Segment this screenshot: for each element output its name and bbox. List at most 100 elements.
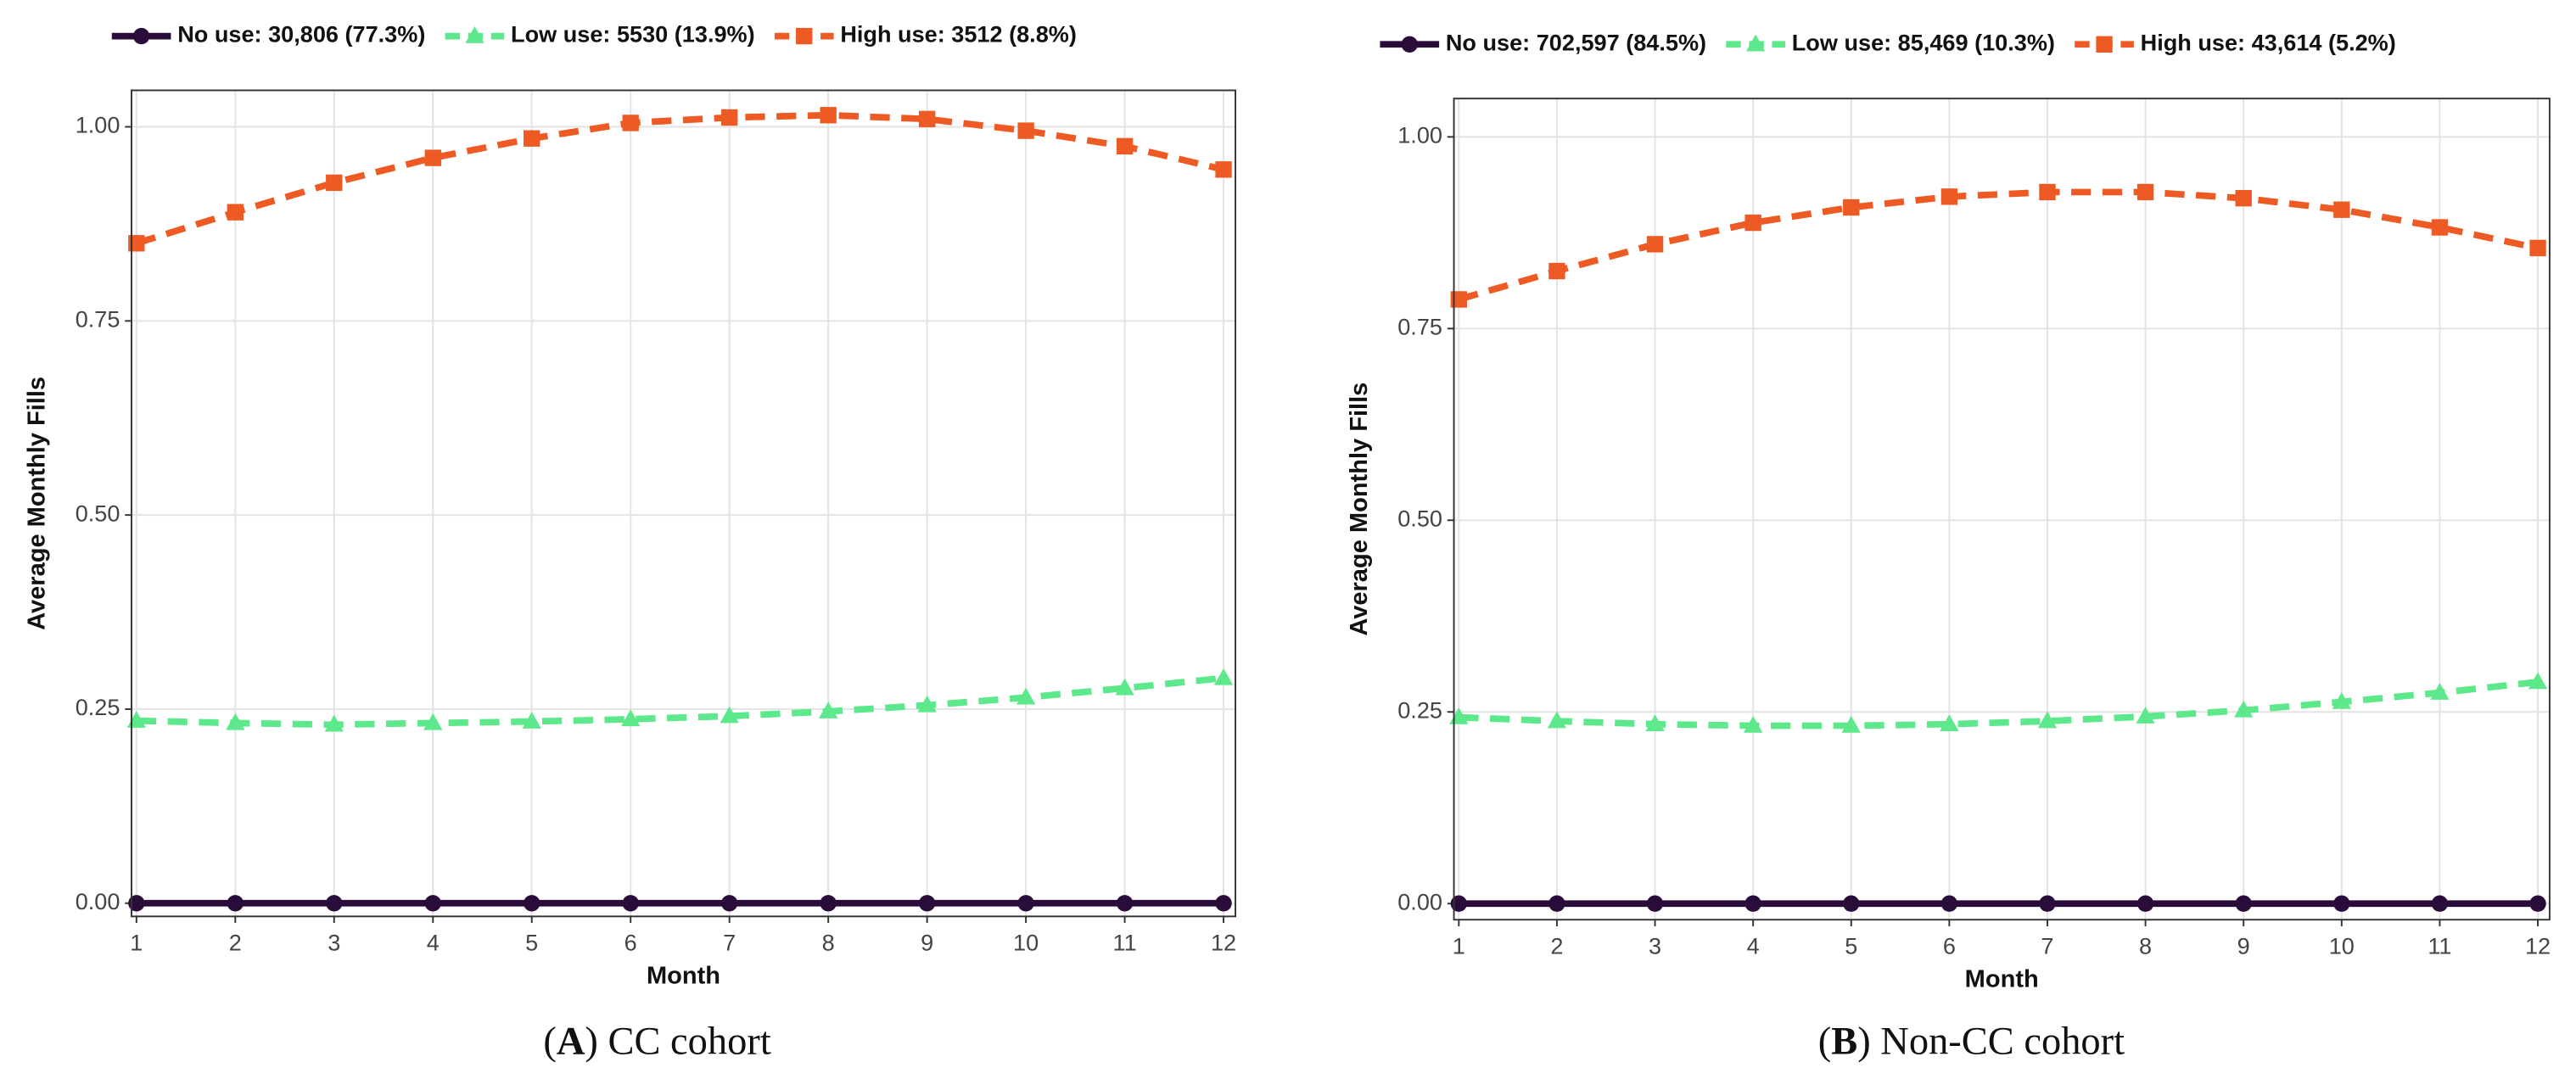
y-axis-title: Average Monthly Fills bbox=[23, 377, 50, 630]
marker bbox=[1213, 668, 1234, 685]
marker bbox=[2136, 707, 2155, 724]
x-tick-label: 9 bbox=[2237, 932, 2250, 959]
plot-border bbox=[1453, 98, 2551, 921]
marker bbox=[1841, 715, 1861, 733]
series-line bbox=[1458, 188, 2539, 303]
x-tick-label: 12 bbox=[1211, 929, 1236, 955]
marker bbox=[1744, 895, 1761, 912]
marker bbox=[128, 235, 145, 252]
marker bbox=[1116, 137, 1134, 155]
marker bbox=[2431, 219, 2449, 236]
marker bbox=[2037, 711, 2058, 729]
marker bbox=[1016, 687, 1036, 705]
x-tick-label: 7 bbox=[723, 929, 736, 955]
x-axis-title: Month bbox=[1965, 966, 2039, 993]
marker bbox=[2039, 895, 2056, 912]
x-tick-label: 6 bbox=[1943, 932, 1956, 959]
plot-background bbox=[1453, 98, 2550, 920]
marker bbox=[1017, 895, 1034, 912]
y-tick-label: 0.25 bbox=[1397, 696, 1442, 723]
marker bbox=[1744, 715, 1763, 733]
marker bbox=[2529, 895, 2546, 912]
legend-label: Low use: 85,469 (10.3%) bbox=[1792, 29, 2055, 55]
y-tick-label: 0.50 bbox=[76, 500, 120, 526]
marker bbox=[819, 702, 838, 718]
marker bbox=[524, 895, 540, 912]
marker bbox=[2333, 895, 2350, 912]
marker bbox=[2333, 201, 2350, 218]
marker bbox=[820, 107, 837, 124]
marker bbox=[1940, 188, 1958, 205]
marker bbox=[324, 714, 344, 732]
marker bbox=[1215, 161, 1232, 178]
x-tick-label: 2 bbox=[1550, 932, 1563, 959]
marker bbox=[132, 27, 150, 45]
caption: (B) Non-CC cohort bbox=[1818, 1020, 2125, 1063]
marker bbox=[1116, 895, 1134, 912]
x-tick-label: 9 bbox=[921, 929, 933, 955]
x-tick-label: 8 bbox=[822, 929, 835, 955]
x-tick-label: 11 bbox=[2428, 932, 2451, 959]
caption-part: B bbox=[1831, 1020, 1857, 1063]
y-tick-label: 0.75 bbox=[76, 305, 120, 332]
legend-label: Low use: 5530 (13.9%) bbox=[511, 21, 755, 48]
marker bbox=[424, 895, 441, 912]
legend-label: No use: 702,597 (84.5%) bbox=[1446, 29, 1706, 55]
marker bbox=[1215, 895, 1232, 912]
marker bbox=[2235, 189, 2252, 207]
y-tick-label: 1.00 bbox=[76, 112, 120, 138]
marker bbox=[1843, 895, 1860, 912]
y-tick-label: 0.00 bbox=[1397, 888, 1442, 914]
marker bbox=[2430, 683, 2450, 700]
marker bbox=[917, 695, 937, 713]
marker bbox=[1401, 36, 1418, 53]
marker bbox=[226, 713, 245, 730]
legend-item: No use: 30,806 (77.3%) bbox=[111, 21, 425, 48]
x-tick-label: 10 bbox=[2329, 932, 2355, 959]
legend-item: Low use: 5530 (13.9%) bbox=[445, 21, 755, 48]
marker bbox=[227, 204, 244, 221]
y-tick-label: 0.50 bbox=[1397, 505, 1442, 531]
x-axis-title: Month bbox=[647, 963, 720, 990]
x-tick-label: 4 bbox=[427, 929, 440, 955]
chart-panel: 0.000.250.500.751.001 2 3 4 5 6 7 8 9 10 11 12Month… bbox=[23, 21, 1236, 1063]
series-line bbox=[1459, 679, 2539, 730]
caption-part: ) CC cohort bbox=[585, 1020, 770, 1063]
marker bbox=[622, 895, 639, 912]
x-tick-label: 2 bbox=[229, 929, 242, 955]
marker bbox=[522, 711, 541, 729]
legend-label: High use: 43,614 (5.2%) bbox=[2141, 29, 2396, 55]
marker bbox=[1547, 711, 1567, 729]
marker bbox=[2039, 183, 2056, 201]
marker bbox=[2431, 895, 2449, 912]
legend-item: No use: 702,597 (84.5%) bbox=[1380, 29, 1706, 55]
x-tick-label: 1 bbox=[130, 929, 143, 955]
x-tick-label: 7 bbox=[2041, 932, 2053, 959]
caption-part: A bbox=[557, 1020, 585, 1063]
marker bbox=[2235, 895, 2252, 912]
marker bbox=[1940, 714, 1959, 731]
marker bbox=[2136, 183, 2154, 201]
series-line bbox=[135, 111, 1224, 247]
x-tick-label: 1 bbox=[1453, 932, 1465, 959]
marker bbox=[720, 706, 739, 724]
marker bbox=[1450, 895, 1468, 912]
chart-panel: 0.000.250.500.751.001 2 3 4 5 6 7 8 9 10 11 12Month… bbox=[1346, 29, 2551, 1063]
marker bbox=[1017, 122, 1034, 139]
marker bbox=[721, 109, 738, 126]
y-tick-label: 0.75 bbox=[1397, 313, 1442, 339]
x-tick-label: 6 bbox=[624, 929, 637, 955]
marker bbox=[128, 895, 145, 912]
y-tick-label: 0.25 bbox=[76, 694, 120, 720]
x-tick-label: 11 bbox=[1113, 929, 1137, 955]
marker bbox=[1646, 236, 1664, 253]
marker bbox=[1940, 895, 1958, 912]
y-tick-label: 0.00 bbox=[76, 888, 120, 914]
marker bbox=[2528, 672, 2548, 690]
y-tick-label: 1.00 bbox=[1397, 122, 1442, 148]
marker bbox=[2136, 895, 2154, 912]
x-tick-label: 4 bbox=[1747, 932, 1760, 959]
marker bbox=[423, 713, 443, 730]
